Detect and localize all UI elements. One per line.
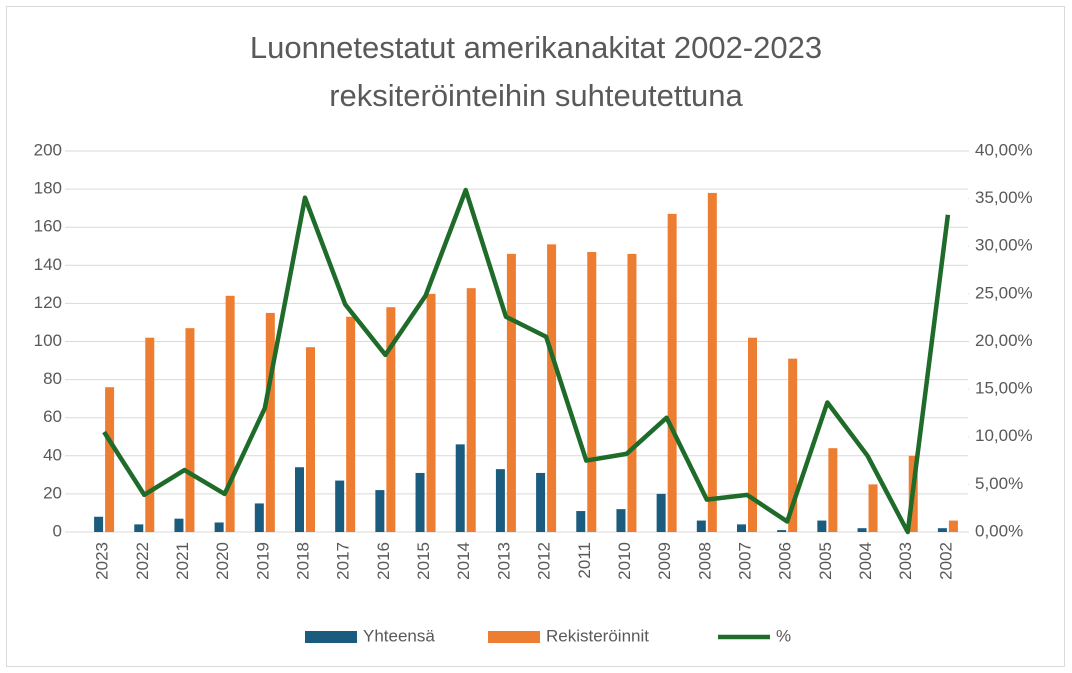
x-tick-label: 2006 (776, 542, 795, 580)
bar (415, 472, 425, 532)
bar (105, 387, 115, 532)
bar (667, 213, 677, 533)
bar (506, 253, 516, 532)
bar (868, 484, 878, 532)
x-tick-label: 2014 (454, 542, 473, 580)
bar (335, 480, 345, 532)
x-tick-label: 2009 (655, 542, 674, 580)
y-tick-label: 180 (34, 179, 62, 198)
x-tick-label: 2021 (173, 542, 192, 580)
bar (828, 448, 838, 532)
bar (948, 520, 958, 532)
x-tick-label: 2020 (213, 542, 232, 580)
x-tick-label: 2007 (735, 542, 754, 580)
bar (576, 511, 586, 532)
x-tick-label: 2016 (374, 542, 393, 580)
bar (788, 358, 798, 532)
bar (134, 524, 144, 532)
bar (306, 347, 315, 532)
bar (375, 490, 385, 532)
bar (817, 520, 827, 532)
y2-tick-label: 30,00% (975, 236, 1033, 255)
bar (547, 244, 557, 532)
bar (627, 253, 637, 532)
y2-tick-label: 40,00% (975, 140, 1033, 159)
legend-label: Rekisteröinnit (546, 626, 649, 645)
bar (536, 472, 546, 532)
bar (295, 467, 304, 532)
y-tick-label: 0 (53, 521, 62, 540)
bar (346, 316, 356, 532)
y-tick-label: 160 (34, 217, 62, 236)
x-tick-label: 2017 (334, 542, 353, 580)
bar (748, 337, 757, 532)
bar (174, 518, 184, 532)
bar (696, 520, 706, 532)
y2-tick-label: 20,00% (975, 331, 1033, 350)
bar (707, 192, 717, 532)
x-tick-label: 2003 (896, 542, 915, 580)
y-tick-label: 140 (34, 255, 62, 274)
y-tick-label: 80 (43, 369, 62, 388)
y2-tick-label: 10,00% (975, 426, 1033, 445)
y2-tick-label: 35,00% (975, 188, 1033, 207)
bar (495, 469, 505, 532)
x-tick-label: 2023 (93, 542, 112, 580)
y-tick-label: 60 (43, 407, 62, 426)
x-tick-label: 2005 (816, 542, 835, 580)
y2-tick-label: 0,00% (975, 521, 1023, 540)
x-tick-label: 2012 (535, 542, 554, 580)
bar (225, 295, 235, 532)
y2-tick-label: 5,00% (975, 474, 1023, 493)
bar (587, 251, 597, 532)
y-tick-label: 100 (34, 331, 62, 350)
bar (94, 516, 104, 532)
bar (737, 524, 746, 532)
bar (466, 288, 476, 532)
legend-label: % (776, 626, 791, 645)
y2-tick-label: 15,00% (975, 379, 1033, 398)
bar (145, 337, 155, 532)
x-tick-label: 2019 (253, 542, 272, 580)
bar (185, 328, 195, 532)
bar (777, 530, 787, 532)
bar (214, 522, 224, 532)
chart-title: Luonnetestatut amerikanakitat 2002-2023 (250, 30, 822, 65)
legend-swatch (305, 631, 357, 643)
bar (857, 528, 867, 532)
x-tick-label: 2011 (575, 542, 594, 579)
y2-tick-label: 25,00% (975, 283, 1033, 302)
bar (426, 293, 436, 532)
y-tick-label: 20 (43, 483, 62, 502)
x-tick-label: 2004 (856, 542, 875, 580)
x-tick-label: 2018 (293, 542, 312, 580)
chart-title: reksiteröinteihin suhteutettuna (329, 78, 743, 113)
x-tick-label: 2013 (494, 542, 513, 580)
legend-label: Yhteensä (363, 626, 435, 645)
x-tick-label: 2015 (414, 542, 433, 580)
bar (616, 509, 626, 532)
x-tick-label: 2022 (133, 542, 152, 580)
bar (386, 307, 396, 532)
bar (937, 528, 947, 532)
legend-swatch (488, 631, 540, 643)
y-tick-label: 120 (34, 293, 62, 312)
chart-frame (6, 6, 1065, 667)
x-tick-label: 2010 (615, 542, 634, 580)
bar (656, 493, 666, 532)
line-series (102, 187, 951, 535)
bar (254, 503, 264, 532)
y-tick-label: 40 (43, 445, 62, 464)
x-tick-label: 2008 (695, 542, 714, 580)
bar (265, 312, 275, 532)
y-tick-label: 200 (34, 140, 62, 159)
x-tick-label: 2002 (936, 542, 955, 580)
bar (455, 444, 465, 532)
